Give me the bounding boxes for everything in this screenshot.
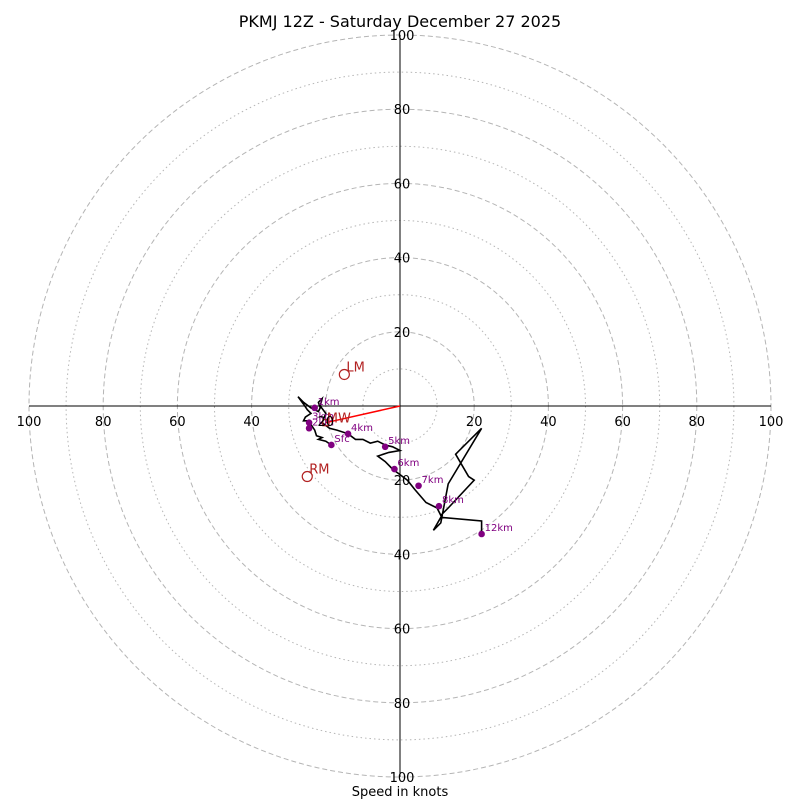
height-label-sfc: Sfc <box>334 434 349 445</box>
height-label-7km: 7km <box>422 475 444 486</box>
x-tick-label: 40 <box>540 415 557 430</box>
x-tick-label: 40 <box>243 415 260 430</box>
y-tick-label: 80 <box>394 697 411 712</box>
x-tick-label: 60 <box>169 415 186 430</box>
height-label-6km: 6km <box>397 458 419 469</box>
shear-vector <box>325 405 401 424</box>
x-tick-label: 100 <box>759 415 784 430</box>
height-marker-12km <box>478 530 485 538</box>
height-label-12km: 12km <box>485 523 513 534</box>
motion-marker-lm <box>338 368 350 381</box>
x-tick-label: 80 <box>689 415 706 430</box>
height-marker-4km <box>344 430 352 438</box>
chart-title: PKMJ 12Z - Saturday December 27 2025 <box>239 12 561 31</box>
height-label-1km: 1km <box>318 397 340 408</box>
x-axis-label: Speed in knots <box>352 785 449 800</box>
height-label-3km: 3km <box>312 412 334 423</box>
y-tick-label: 40 <box>394 252 411 267</box>
height-label-4km: 4km <box>351 423 373 434</box>
motion-label-mw: MW <box>327 412 351 427</box>
storm-motion-markers: LM RM MW <box>301 360 365 483</box>
y-tick-label: 80 <box>394 103 411 118</box>
motion-label-rm: RM <box>309 462 329 477</box>
y-tick-label: 100 <box>390 29 415 44</box>
motion-marker-rm <box>301 470 313 483</box>
x-tick-label: 20 <box>318 415 335 430</box>
height-marker-5km <box>381 443 389 451</box>
x-tick-label: 100 <box>17 415 42 430</box>
motion-label-lm: LM <box>346 360 364 375</box>
height-marker-7km <box>415 482 422 490</box>
height-marker-1km <box>311 404 318 412</box>
height-marker-6km <box>391 465 398 473</box>
x-tick-label: 80 <box>95 415 112 430</box>
height-marker-3km <box>305 419 313 426</box>
height-label-8km: 8km <box>442 495 464 506</box>
tick-labels: 100 80 60 40 20 20 40 60 80 100 100 80 60 40 20 20 40 60 8… <box>17 29 784 786</box>
height-marker-2km <box>305 424 313 432</box>
y-tick-label: 20 <box>394 326 411 341</box>
x-tick-label: 60 <box>614 415 631 430</box>
y-tick-label: 60 <box>394 177 411 192</box>
x-tick-label: 20 <box>466 415 483 430</box>
motion-marker-mw <box>322 419 330 427</box>
hodograph-trace-layer <box>297 395 483 534</box>
height-marker-sfc <box>328 441 335 449</box>
y-tick-label: 40 <box>394 548 411 563</box>
shear-vector-layer <box>325 405 401 424</box>
y-tick-label: 20 <box>394 474 411 489</box>
hodograph-trace <box>297 395 483 534</box>
y-tick-label: 100 <box>390 771 415 786</box>
height-label-5km: 5km <box>388 436 410 447</box>
height-marker-8km <box>435 502 443 510</box>
y-tick-label: 60 <box>394 623 411 638</box>
